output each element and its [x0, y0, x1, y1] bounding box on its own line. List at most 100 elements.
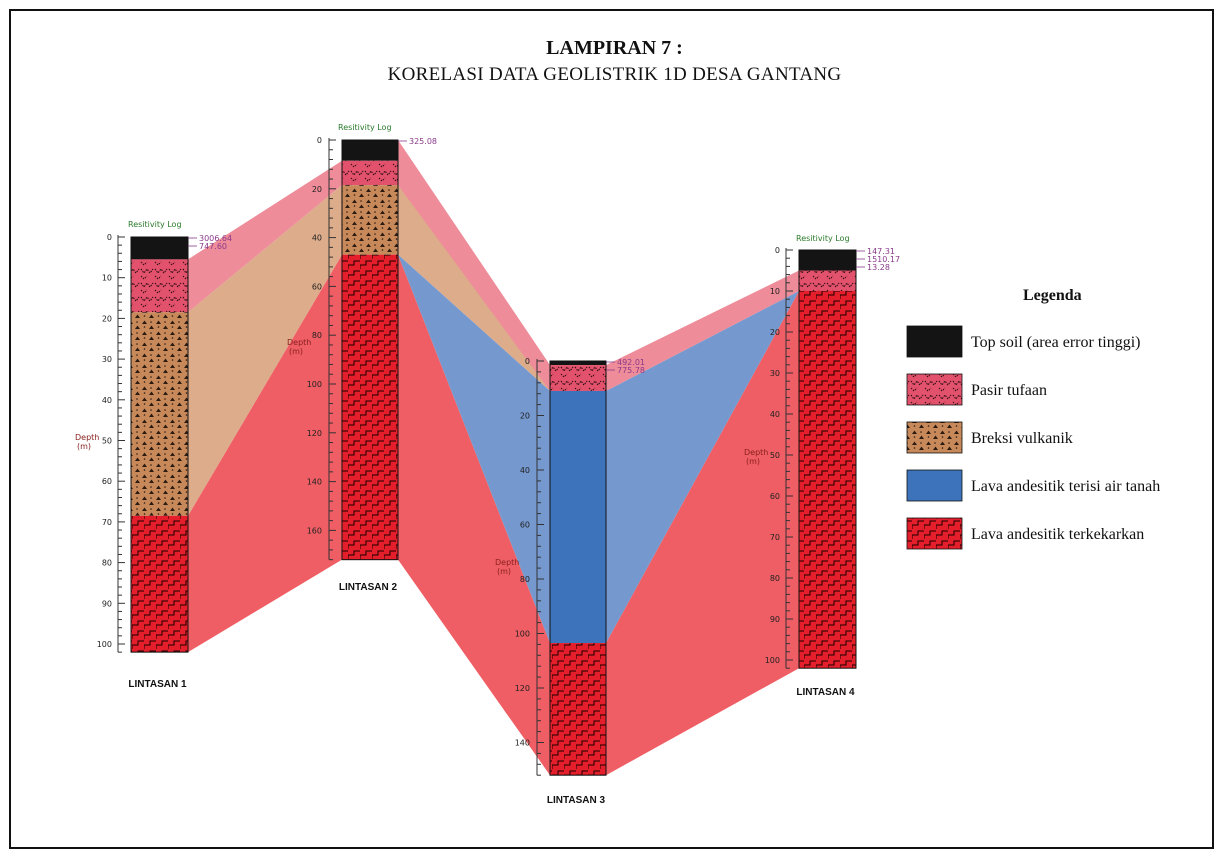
depth-axis-label: Depth [287, 338, 311, 347]
tick-label: 30 [102, 355, 112, 364]
well-1-layer-top_soil [131, 237, 188, 260]
resistivity-value: 1510.17 [867, 255, 900, 264]
well-2-layer-pasir [342, 160, 398, 186]
well-4-layer-lava_kekar [799, 291, 856, 669]
tick-label: 140 [515, 739, 530, 748]
tick-label: 70 [770, 533, 780, 542]
corr-breksi-1-2 [188, 185, 342, 516]
tick-label: 40 [770, 410, 780, 419]
tick-label: 60 [102, 477, 112, 486]
tick-label: 40 [102, 396, 112, 405]
corr-lava-air-2-3 [398, 254, 550, 644]
resistivity-value: 3006.64 [199, 234, 232, 243]
tick-label: 0 [107, 233, 112, 242]
well-1-layer-lava_kekar [131, 515, 188, 653]
well-3-layer-top_soil [550, 361, 606, 366]
legend-swatch-lava_kekar [906, 517, 963, 550]
legend-label-lava_kekar: Lava andesitik terkekarkan [971, 526, 1144, 543]
corr-lava-air-3-4 [606, 291, 799, 644]
well-2-layer-top_soil [342, 140, 398, 161]
well-3-layer-lava_air [550, 390, 606, 644]
corr-pasir-1-2 [188, 160, 342, 313]
well-2-layer-breksi [342, 185, 398, 255]
corr-lava-kekar-2-3 [398, 254, 550, 776]
well-log-1: 0 10 20 30 40 50 60 70 80 90 100 Resitivity Log Dept… [75, 220, 232, 690]
legend-label-top_soil: Top soil (area error tinggi) [971, 334, 1140, 351]
resistivity-value: 775.78 [617, 366, 645, 375]
tick-label: 10 [102, 274, 112, 283]
resistivity-value: 492.01 [617, 358, 645, 367]
lintasan-label: LINTASAN 4 [796, 687, 855, 698]
well-log-4: 0 10 20 30 40 50 60 70 80 90 100 Resitivity Log Dept… [744, 234, 900, 698]
tick-label: 50 [102, 437, 112, 446]
tick-label: 100 [765, 656, 780, 665]
tick-label: 100 [307, 380, 322, 389]
tick-label: 90 [770, 615, 780, 624]
tick-label: 100 [515, 630, 530, 639]
well-4-layer-pasir [799, 270, 856, 291]
legend-label-breksi: Breksi vulkanik [971, 430, 1073, 447]
tick-label: 80 [520, 575, 530, 584]
tick-label: 70 [102, 518, 112, 527]
tick-label: 0 [317, 136, 322, 145]
resistivity-log-title: Resitivity Log [338, 123, 392, 132]
tick-label: 20 [520, 412, 530, 421]
well-1-layer-breksi [131, 312, 188, 516]
tick-label: 10 [770, 287, 780, 296]
legend-title: Legenda [1023, 287, 1082, 304]
lintasan-label: LINTASAN 3 [547, 795, 606, 806]
tick-label: 60 [520, 521, 530, 530]
legend-swatch-breksi [906, 421, 963, 454]
tick-label: 20 [312, 185, 322, 194]
figure-subtitle: KORELASI DATA GEOLISTRIK 1D DESA GANTANG [387, 64, 842, 85]
tick-label: 60 [312, 282, 322, 291]
legend-label-lava_air: Lava andesitik terisi air tanah [971, 478, 1160, 495]
depth-axis-unit: (m) [497, 567, 511, 576]
resistivity-value: 325.08 [409, 137, 437, 146]
resistivity-log-title: Resitivity Log [128, 220, 182, 229]
well-outline [549, 360, 607, 776]
figure-title: LAMPIRAN 7 : [546, 37, 683, 59]
depth-axis-label: Depth [744, 448, 768, 457]
correlation-zones [188, 140, 799, 776]
depth-axis-label: Depth [495, 558, 519, 567]
corr-pasir-2-3 [398, 140, 550, 391]
tick-label: 90 [102, 599, 112, 608]
tick-label: 20 [102, 314, 112, 323]
tick-label: 100 [97, 640, 112, 649]
corr-lava-kekar-1-2 [188, 254, 342, 653]
well-outline [130, 236, 189, 653]
tick-label: 120 [307, 429, 322, 438]
tick-label: 60 [770, 492, 780, 501]
resistivity-value: 13.28 [867, 263, 890, 272]
lintasan-label: LINTASAN 2 [339, 582, 398, 593]
tick-label: 120 [515, 684, 530, 693]
well-4-layer-top_soil [799, 250, 856, 271]
legend-label-pasir: Pasir tufaan [971, 382, 1047, 399]
depth-axis-unit: (m) [746, 457, 760, 466]
tick-label: 80 [770, 574, 780, 583]
tick-label: 20 [770, 328, 780, 337]
depth-axis-unit: (m) [77, 442, 91, 451]
legend: Legenda Top soil (area error tinggi) Pasi… [906, 287, 1160, 550]
depth-axis-unit: (m) [289, 347, 303, 356]
resistivity-log-title: Resitivity Log [796, 234, 850, 243]
well-outline [798, 249, 857, 669]
well-log-2: 0 20 40 60 80 100 120 140 160 Resitivity Log Depth… [287, 123, 437, 593]
depth-axis-label: Depth [75, 433, 99, 442]
tick-label: 0 [525, 357, 530, 366]
tick-label: 0 [775, 246, 780, 255]
well-3-layer-lava_kekar [550, 643, 606, 776]
corr-lava-kekar-3-4 [606, 291, 799, 776]
well-2-layer-lava_kekar [342, 254, 398, 560]
tick-label: 140 [307, 478, 322, 487]
lintasan-label: LINTASAN 1 [128, 679, 187, 690]
legend-swatch-pasir [906, 373, 963, 406]
well-3-layer-pasir [550, 365, 606, 391]
well-1-layer-pasir [131, 259, 188, 313]
resistivity-value: 147.31 [867, 247, 895, 256]
legend-swatch-lava_air [906, 469, 963, 502]
